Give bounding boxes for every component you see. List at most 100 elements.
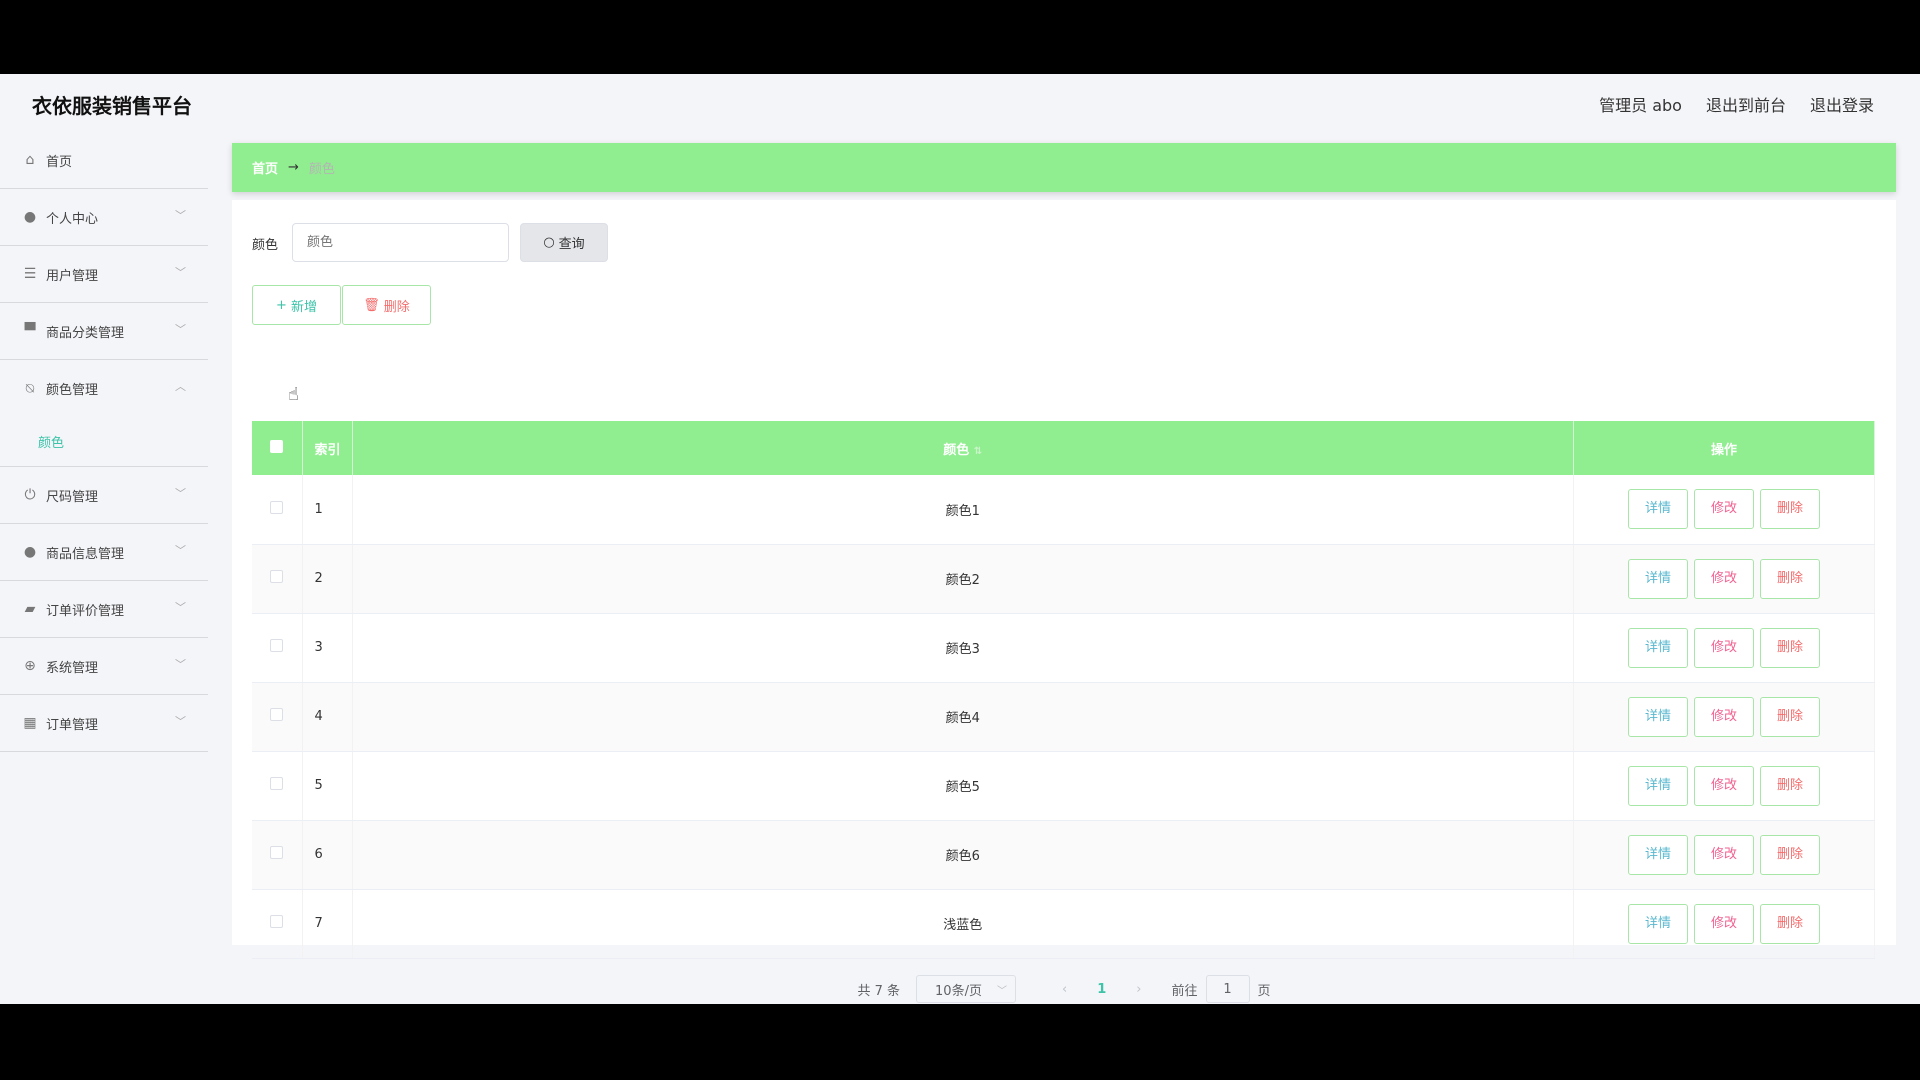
app: 衣依服装销售平台 管理员 abo 退出到前台 退出登录 ⌂ 首页 ● 个人中心 ﹀ ☰ 用户… [0, 74, 1920, 1004]
next-page-icon[interactable]: › [1136, 981, 1142, 997]
color-table: 索引 颜色 ⇅ 操作 1 颜色1 详情 修改 删除 2 颜色2 详情 修改 删除 3 颜… [252, 421, 1875, 959]
row-select-cell [252, 889, 303, 959]
sidebar-item[interactable]: ☰ 用户管理 ﹀ [0, 246, 208, 303]
row-color: 浅蓝色 [352, 889, 1574, 959]
sidebar-item[interactable]: ● 个人中心 ﹀ [0, 189, 208, 246]
row-color: 颜色1 [352, 475, 1574, 545]
grid-icon: ▦ [23, 715, 37, 731]
row-select-cell [252, 475, 303, 545]
sidebar-item-label: 个人中心 [46, 211, 99, 227]
sidebar-item-label: 订单评价管理 [46, 603, 125, 619]
delete-button[interactable]: 删除 [1760, 903, 1820, 944]
sidebar-item-label: 用户管理 [46, 268, 99, 284]
row-index: 1 [302, 475, 353, 545]
table-row: 1 颜色1 详情 修改 删除 [252, 475, 1875, 545]
delete-button[interactable]: 删除 [1760, 696, 1820, 737]
chevron-down-icon: ﹀ [175, 601, 186, 614]
chevron-down-icon: ﹀ [997, 985, 1008, 997]
color-search-input[interactable] [292, 223, 509, 262]
list-icon: ☰ [23, 266, 37, 282]
detail-button[interactable]: 详情 [1628, 903, 1688, 944]
row-color: 颜色3 [352, 613, 1574, 683]
to-front-link[interactable]: 退出到前台 [1705, 96, 1786, 115]
row-select-cell [252, 820, 303, 890]
edit-button[interactable]: 修改 [1694, 558, 1754, 599]
app-title: 衣依服装销售平台 [32, 94, 192, 118]
row-checkbox[interactable] [270, 500, 284, 514]
select-all-checkbox[interactable] [270, 439, 284, 453]
add-label: 新增 [290, 299, 317, 315]
batch-delete-button[interactable]: 🗑 删除 [342, 285, 431, 325]
sidebar-item[interactable]: ● 商品信息管理 ﹀ [0, 524, 208, 581]
sidebar-subitem[interactable]: 颜色 [0, 417, 208, 467]
row-checkbox[interactable] [270, 846, 284, 859]
add-button[interactable]: + 新增 [252, 285, 341, 325]
edit-button[interactable]: 修改 [1694, 834, 1754, 875]
delete-button[interactable]: 删除 [1760, 834, 1820, 875]
sidebar-item[interactable]: ▦ 订单管理 ﹀ [0, 695, 208, 752]
prev-page-icon[interactable]: ‹ [1062, 981, 1068, 997]
delete-button[interactable]: 删除 [1760, 489, 1820, 530]
edit-button[interactable]: 修改 [1694, 696, 1754, 737]
sort-icon[interactable]: ⇅ [973, 445, 983, 457]
home-icon: ⌂ [25, 152, 35, 168]
sidebar-item[interactable]: ⏻ 尺码管理 ﹀ [0, 467, 208, 524]
chevron-down-icon: ﹀ [175, 658, 186, 671]
sidebar-item[interactable]: ⊕ 系统管理 ﹀ [0, 638, 208, 695]
page-suffix: 页 [1257, 983, 1271, 999]
crosshair-icon: ⊕ [24, 658, 36, 674]
row-actions: 详情 修改 删除 [1573, 820, 1875, 890]
detail-button[interactable]: 详情 [1628, 696, 1688, 737]
search-icon: ○ [543, 235, 555, 250]
query-label: 查询 [558, 237, 585, 252]
delete-button[interactable]: 删除 [1760, 558, 1820, 599]
sidebar-item[interactable]: ▀ 商品分类管理 ﹀ [0, 303, 208, 360]
row-index: 2 [302, 544, 353, 614]
sidebar-item-label: 商品分类管理 [46, 325, 125, 341]
detail-button[interactable]: 详情 [1628, 489, 1688, 530]
mouse-pointer-icon: ☝ [288, 384, 299, 405]
row-checkbox[interactable] [270, 570, 284, 583]
sidebar-item[interactable]: ⍉ 颜色管理 ︿ [0, 360, 208, 417]
row-index: 3 [302, 613, 353, 683]
edit-button[interactable]: 修改 [1694, 489, 1754, 530]
row-select-cell [252, 613, 303, 683]
row-checkbox[interactable] [270, 639, 284, 652]
row-checkbox[interactable] [270, 777, 284, 790]
delete-label: 删除 [383, 299, 410, 315]
query-button[interactable]: ○ 查询 [520, 223, 608, 262]
delete-button[interactable]: 删除 [1760, 765, 1820, 806]
detail-button[interactable]: 详情 [1628, 627, 1688, 668]
edit-button[interactable]: 修改 [1694, 765, 1754, 806]
header-index: 索引 [302, 421, 353, 475]
monitor-icon: ▀ [24, 323, 36, 339]
sidebar-item[interactable]: ▰ 订单评价管理 ﹀ [0, 581, 208, 638]
page-size-select[interactable]: 10条/页 ﹀ [916, 975, 1017, 1003]
header-actions: 管理员 abo 退出到前台 退出登录 [1599, 92, 1874, 116]
detail-button[interactable]: 详情 [1628, 765, 1688, 806]
sidebar-item-label: 颜色管理 [46, 383, 99, 398]
row-color: 颜色5 [352, 751, 1574, 821]
detail-button[interactable]: 详情 [1628, 834, 1688, 875]
row-checkbox[interactable] [270, 708, 284, 721]
delete-button[interactable]: 删除 [1760, 627, 1820, 668]
row-checkbox[interactable] [270, 915, 284, 928]
breadcrumb-home[interactable]: 首页 [252, 162, 279, 177]
goto-page-input[interactable]: 1 [1205, 975, 1250, 1003]
row-index: 7 [302, 889, 353, 959]
row-color: 颜色6 [352, 820, 1574, 890]
sidebar-item[interactable]: ⌂ 首页 [0, 132, 208, 189]
edit-button[interactable]: 修改 [1694, 627, 1754, 668]
page-number[interactable]: 1 [1097, 981, 1107, 997]
detail-button[interactable]: 详情 [1628, 558, 1688, 599]
goto-label: 前往 [1171, 983, 1198, 999]
chevron-down-icon: ﹀ [175, 209, 186, 222]
row-color: 颜色4 [352, 682, 1574, 752]
logout-link[interactable]: 退出登录 [1809, 96, 1874, 115]
sidebar-item-label: 商品信息管理 [46, 546, 125, 562]
header-color[interactable]: 颜色 ⇅ [352, 421, 1574, 475]
row-actions: 详情 修改 删除 [1573, 682, 1875, 752]
edit-button[interactable]: 修改 [1694, 903, 1754, 944]
table-row: 3 颜色3 详情 修改 删除 [252, 613, 1875, 683]
